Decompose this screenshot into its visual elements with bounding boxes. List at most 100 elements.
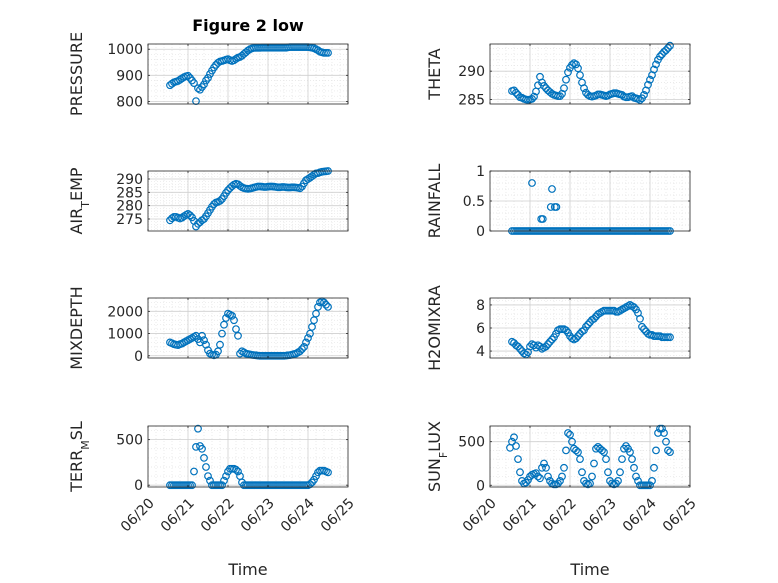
data-point — [234, 467, 242, 476]
y-axis-label: H2OMIXRA — [425, 285, 444, 371]
subplot-0: 800 900 1000 PRESSURE Figure 2 low — [67, 16, 349, 116]
data-point — [574, 332, 582, 341]
data-point — [204, 73, 212, 82]
data-point — [234, 331, 242, 340]
data-point — [636, 314, 644, 323]
data-point — [302, 338, 310, 347]
data-point — [626, 448, 634, 457]
data-point — [206, 476, 214, 485]
data-point — [648, 477, 656, 485]
data-point — [616, 468, 624, 477]
data-point — [644, 80, 652, 89]
data-point — [308, 323, 316, 331]
x-axis-label: Time — [227, 560, 267, 579]
data-point — [314, 303, 322, 311]
data-point — [640, 325, 648, 334]
data-point — [194, 84, 202, 93]
series-markers — [508, 301, 674, 359]
y-tick-label: 280 — [116, 199, 143, 215]
series-markers — [166, 297, 332, 360]
data-point — [566, 430, 574, 439]
data-point — [634, 477, 642, 485]
axes-box — [147, 425, 349, 488]
data-point — [224, 186, 232, 195]
data-point — [300, 343, 308, 351]
data-point — [320, 298, 328, 307]
data-point — [186, 211, 194, 220]
data-point — [636, 96, 644, 104]
data-point — [662, 46, 670, 55]
data-point — [236, 349, 244, 358]
data-point — [526, 472, 534, 481]
data-point — [614, 477, 622, 485]
axes-box — [147, 43, 349, 105]
y-tick-label: 290 — [458, 64, 485, 80]
data-point — [572, 334, 580, 343]
data-point — [658, 50, 666, 59]
data-point — [632, 472, 640, 481]
data-point — [572, 60, 580, 69]
data-point — [194, 424, 202, 433]
y-tick-label: 6 — [476, 321, 485, 337]
axes-box — [147, 297, 349, 359]
data-point — [306, 480, 314, 489]
axes-box — [489, 43, 691, 105]
y-tick-label: 4 — [476, 344, 485, 360]
data-point — [552, 203, 561, 211]
series-markers — [166, 424, 332, 490]
data-point — [562, 75, 570, 84]
data-point — [232, 325, 240, 334]
data-point — [174, 77, 182, 85]
y-tick-label: 800 — [116, 94, 143, 110]
data-point — [588, 472, 596, 481]
data-point — [650, 65, 658, 74]
data-point — [204, 472, 212, 481]
axes-box — [147, 170, 349, 232]
data-point — [516, 344, 524, 353]
axes-box — [489, 425, 691, 488]
data-point — [652, 60, 660, 69]
data-point — [664, 44, 672, 52]
data-point — [198, 216, 206, 225]
data-point — [640, 90, 648, 99]
subplot-3: 0 0.5 1 RAINFALL — [425, 164, 691, 240]
data-point — [576, 71, 584, 79]
data-point — [638, 322, 646, 331]
data-point — [324, 49, 332, 57]
data-point — [232, 55, 240, 63]
data-point — [218, 481, 226, 490]
data-point — [188, 481, 196, 490]
subplot-5: 4 6 8 H2OMIXRA — [425, 285, 691, 371]
data-point — [568, 437, 576, 446]
data-point — [538, 215, 547, 223]
y-tick-label: 0 — [134, 478, 143, 494]
data-point — [510, 433, 518, 442]
data-point — [618, 455, 626, 464]
data-point — [542, 84, 550, 93]
data-point — [216, 340, 224, 349]
data-point — [296, 184, 304, 193]
data-point — [600, 448, 608, 457]
y-tick-label: 275 — [116, 212, 143, 228]
data-point — [574, 64, 582, 73]
data-point — [516, 468, 524, 477]
data-point — [190, 467, 198, 476]
data-point — [220, 320, 228, 329]
data-point — [666, 41, 674, 50]
data-point — [312, 472, 320, 481]
y-tick-label: 290 — [116, 172, 143, 188]
y-tick-label: 2000 — [107, 304, 143, 320]
data-point — [200, 80, 208, 89]
series-markers — [506, 424, 674, 490]
data-point — [560, 463, 568, 472]
data-point — [190, 79, 198, 87]
data-point — [574, 448, 582, 457]
y-tick-label: 285 — [116, 185, 143, 201]
data-point — [536, 474, 544, 483]
data-point — [562, 446, 570, 455]
data-point — [176, 75, 184, 84]
data-point — [312, 309, 320, 318]
y-tick-label: 1 — [476, 164, 485, 180]
